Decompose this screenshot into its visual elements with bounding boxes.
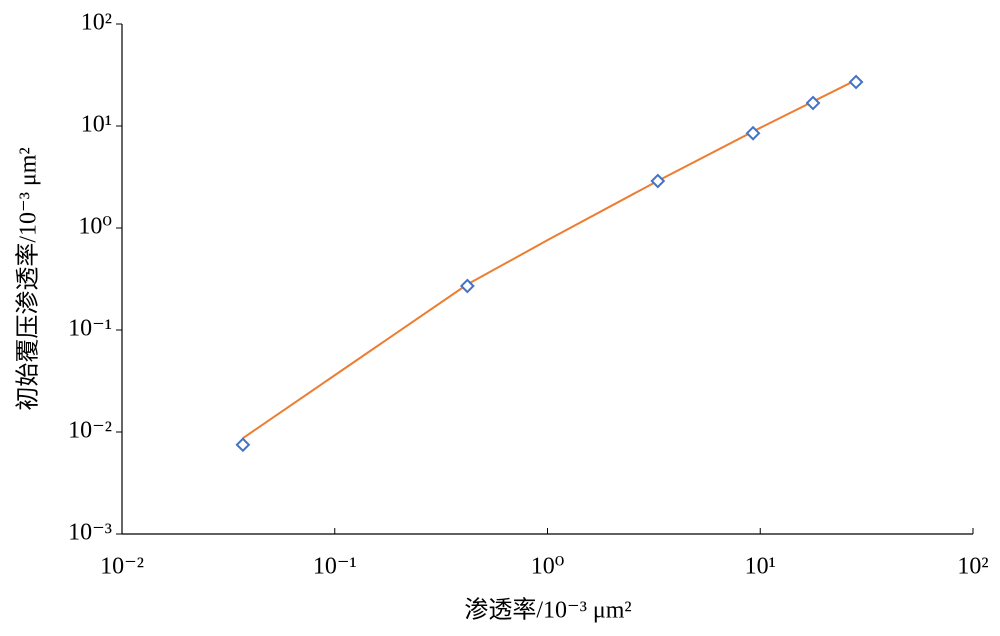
y-tick-label: 10⁻³ [68,520,112,546]
y-axis-title: 初始覆压渗透率/10⁻³ μm² [15,147,42,410]
x-tick-label: 10² [957,554,988,580]
y-tick-label: 10⁻² [68,418,112,444]
data-point [235,437,251,453]
x-tick-label: 10⁰ [531,554,565,580]
y-tick-label: 10⁰ [78,214,112,240]
fit-line [242,79,857,439]
y-tick-label: 10⁻¹ [68,316,112,342]
data-point [650,173,666,189]
x-tick-label: 10⁻¹ [313,554,357,580]
y-tick-label: 10¹ [81,112,112,138]
x-axis-title: 渗透率/10⁻³ μm² [464,597,631,624]
data-point [805,95,821,111]
x-tick-label: 10⁻² [100,554,144,580]
data-point [848,74,864,90]
data-point [459,278,475,294]
x-tick-label: 10¹ [745,554,776,580]
y-tick-label: 10² [81,10,112,36]
data-point [745,125,761,141]
